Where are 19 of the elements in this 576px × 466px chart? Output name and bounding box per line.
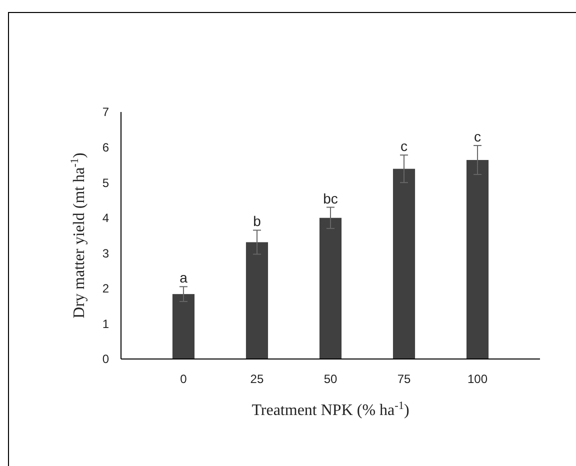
x-tick-label: 75: [397, 372, 412, 386]
y-tick-label: 7: [102, 105, 110, 120]
x-axis-title: Treatment NPK (% ha$^{-1}$): [252, 400, 410, 419]
y-tick-label: 0: [102, 352, 110, 366]
annotation: c: [400, 138, 408, 154]
y-tick-label: 5: [102, 176, 110, 190]
annotation: bc: [323, 190, 338, 206]
annotation: a: [180, 270, 188, 286]
x-tick-label: 0: [180, 372, 188, 386]
x-tick-label: 100: [468, 372, 488, 386]
x-tick-label: 25: [250, 372, 264, 386]
y-tick-label: 4: [102, 211, 110, 226]
annotation: c: [474, 128, 482, 145]
x-tick-label: 50: [324, 372, 338, 386]
y-tick-label: 6: [102, 140, 110, 154]
y-tick-label: 2: [102, 282, 110, 296]
annotation: b: [253, 213, 262, 230]
y-tick-label: 3: [102, 246, 110, 260]
y-tick-label: 1: [102, 316, 110, 331]
